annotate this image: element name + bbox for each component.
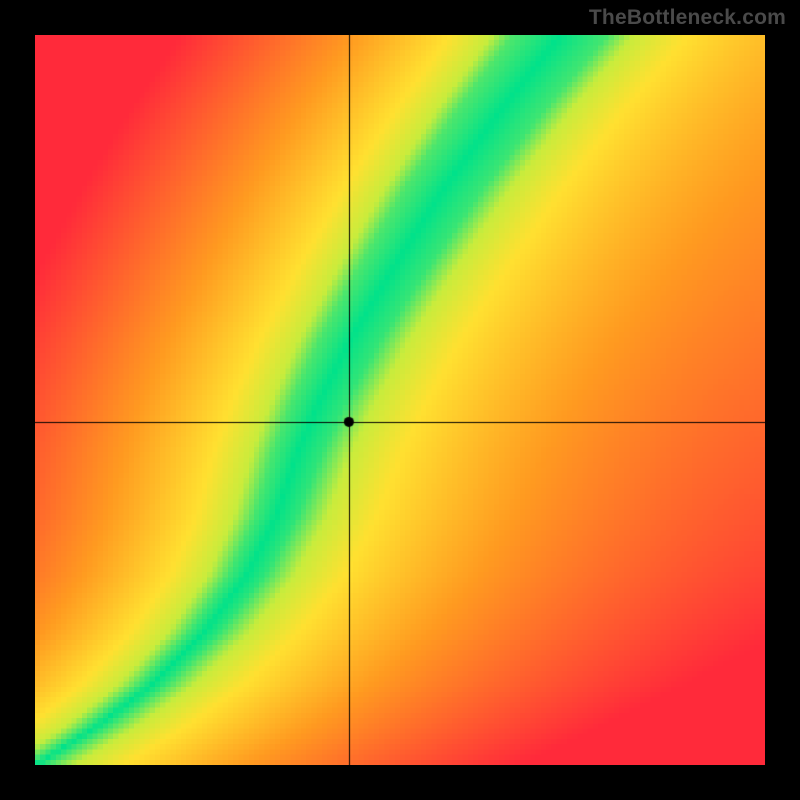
- chart-container: { "attribution": { "text": "TheBottlenec…: [0, 0, 800, 800]
- attribution-label: TheBottleneck.com: [589, 6, 786, 30]
- crosshair-overlay: [35, 35, 765, 765]
